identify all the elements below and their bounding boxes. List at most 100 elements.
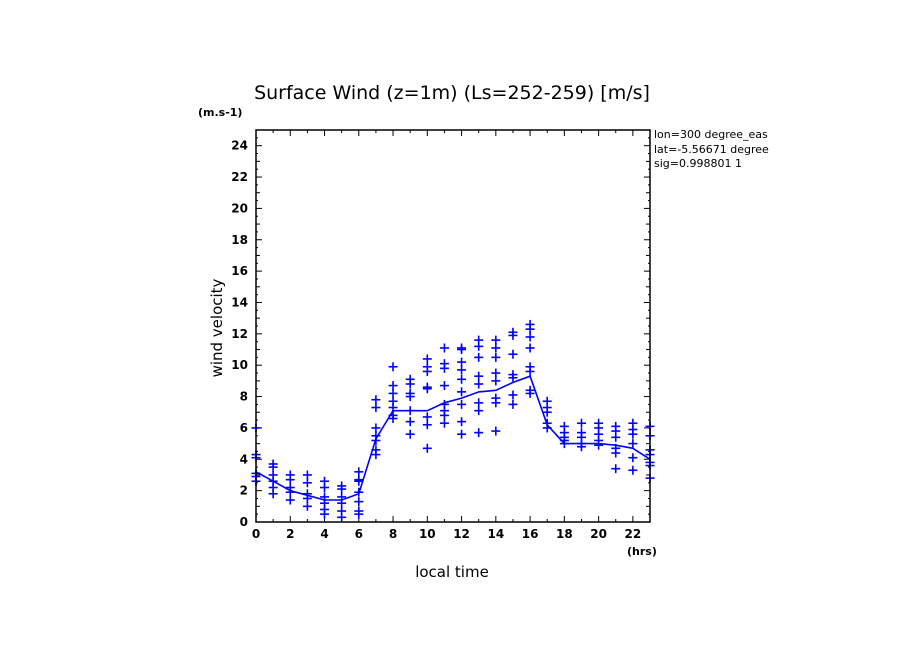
info-line-lat: lat=-5.56671 degree: [654, 143, 769, 156]
x-axis-label: local time: [415, 563, 489, 581]
scatter-point: [457, 374, 467, 384]
scatter-point: [474, 341, 484, 351]
scatter-point: [285, 475, 295, 485]
scatter-point: [508, 330, 518, 340]
scatter-point: [422, 443, 432, 453]
y-tick-label: 8: [240, 390, 248, 404]
scatter-point: [594, 440, 604, 450]
scatter-point: [542, 407, 552, 417]
scatter-point: [422, 420, 432, 430]
info-line-lon: lon=300 degree_eas: [654, 128, 768, 141]
scatter-point: [337, 498, 347, 508]
scatter-point: [439, 343, 449, 353]
x-tick-label: 4: [320, 527, 328, 541]
x-tick-label: 20: [590, 527, 607, 541]
scatter-point: [302, 493, 312, 503]
x-tick-label: 6: [355, 527, 363, 541]
scatter-point: [371, 435, 381, 445]
scatter-point: [457, 345, 467, 355]
scatter-point: [474, 379, 484, 389]
scatter-point: [508, 349, 518, 359]
y-unit-label: (m.s-1): [198, 106, 242, 119]
scatter-point: [474, 371, 484, 381]
x-tick-label: 0: [252, 527, 260, 541]
scatter-point: [508, 399, 518, 409]
scatter-point: [320, 483, 330, 493]
x-tick-label: 16: [522, 527, 539, 541]
scatter-point: [525, 366, 535, 376]
scatter-point: [611, 448, 621, 458]
scatter-point: [371, 450, 381, 460]
scatter-point: [285, 487, 295, 497]
scatter-point: [474, 398, 484, 408]
y-tick-label: 10: [231, 358, 248, 372]
scatter-point: [439, 410, 449, 420]
scatter-point: [388, 381, 398, 391]
scatter-point: [525, 343, 535, 353]
x-tick-label: 18: [556, 527, 573, 541]
y-tick-label: 0: [240, 515, 248, 529]
scatter-point: [491, 398, 501, 408]
scatter-point: [337, 512, 347, 522]
scatter-point: [405, 392, 415, 402]
scatter-point: [611, 464, 621, 474]
scatter-point: [422, 366, 432, 376]
y-tick-label: 18: [231, 233, 248, 247]
scatter-point: [525, 388, 535, 398]
x-tick-label: 8: [389, 527, 397, 541]
scatter-point: [474, 428, 484, 438]
y-tick-label: 22: [231, 170, 248, 184]
scatter-point: [354, 467, 364, 477]
scatter-point: [405, 417, 415, 427]
scatter-point: [388, 414, 398, 424]
scatter-point: [320, 509, 330, 519]
scatter-point: [285, 495, 295, 505]
scatter-point: [474, 406, 484, 416]
scatter-point: [628, 465, 638, 475]
scatter-point: [302, 478, 312, 488]
y-tick-label: 20: [231, 201, 248, 215]
x-unit-label: (hrs): [627, 545, 657, 558]
plot-frame: [255, 129, 651, 523]
scatter-point: [422, 384, 432, 394]
scatter-point: [457, 387, 467, 397]
scatter-point: [576, 418, 586, 428]
y-tick-label: 6: [240, 421, 248, 435]
scatter-point: [371, 403, 381, 413]
scatter-point: [628, 439, 638, 449]
scatter-point: [388, 362, 398, 372]
scatter-point: [422, 354, 432, 364]
scatter-point: [354, 509, 364, 519]
scatter-point: [388, 403, 398, 413]
scatter-point: [405, 379, 415, 389]
scatter-point: [611, 432, 621, 442]
scatter-point: [302, 501, 312, 511]
x-tick-label: 10: [419, 527, 436, 541]
x-tick-label: 22: [625, 527, 642, 541]
x-tick-label: 2: [286, 527, 294, 541]
scatter-point: [388, 388, 398, 398]
scatter-point: [457, 429, 467, 439]
x-tick-label: 12: [453, 527, 470, 541]
scatter-point: [405, 429, 415, 439]
scatter-point: [371, 423, 381, 433]
scatter-point: [422, 412, 432, 422]
scatter-point: [508, 373, 518, 383]
info-line-sig: sig=0.998801 1: [654, 157, 742, 170]
scatter-point: [491, 352, 501, 362]
scatter-point: [457, 357, 467, 367]
scatter-point: [439, 418, 449, 428]
y-tick-label: 2: [240, 484, 248, 498]
y-tick-label: 12: [231, 327, 248, 341]
scatter-point: [354, 487, 364, 497]
scatter-point: [491, 376, 501, 386]
scatter-point: [268, 489, 278, 499]
y-tick-label: 24: [231, 139, 248, 153]
scatter-point: [371, 395, 381, 405]
scatter-point: [354, 476, 364, 486]
scatter-point: [439, 381, 449, 391]
scatter-point: [491, 335, 501, 345]
scatter-point: [628, 429, 638, 439]
